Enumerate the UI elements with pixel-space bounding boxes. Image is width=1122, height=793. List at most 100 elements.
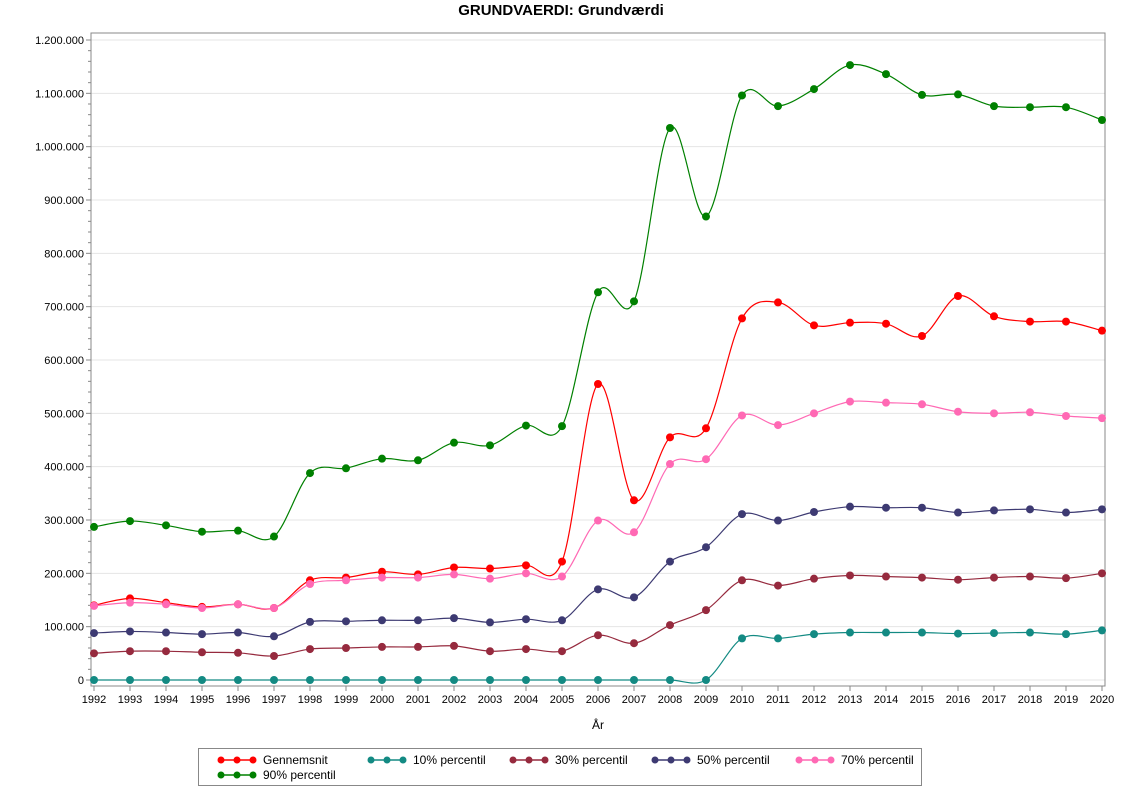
y-tick-label: 900.000: [44, 195, 84, 207]
data-point: [738, 314, 746, 323]
data-point: [1062, 317, 1070, 326]
legend-marker: [651, 756, 691, 764]
data-point: [558, 572, 566, 581]
legend-label: 30% percentil: [555, 753, 628, 767]
data-point: [990, 629, 998, 638]
series-line-4: [93, 400, 1103, 610]
data-point: [1062, 574, 1070, 583]
data-point: [630, 639, 638, 648]
data-point: [990, 506, 998, 515]
data-point: [990, 312, 998, 321]
data-point: [306, 617, 314, 626]
data-point: [810, 85, 818, 94]
data-point: [1062, 412, 1070, 420]
legend-label: 50% percentil: [697, 753, 770, 767]
series-line-3: [93, 505, 1103, 638]
y-tick-label: 0: [78, 675, 84, 687]
series-line-0: [93, 295, 1103, 610]
data-point: [918, 628, 926, 637]
data-point: [126, 627, 134, 636]
data-point: [522, 569, 530, 578]
x-tick-label: 2005: [550, 694, 574, 706]
y-tick-label: 800.000: [44, 248, 84, 260]
data-point: [1062, 103, 1070, 112]
data-point: [234, 600, 242, 609]
data-point: [1026, 103, 1034, 112]
legend-item: Gennemsnit: [217, 753, 328, 767]
data-point: [234, 676, 242, 684]
data-point: [666, 676, 674, 684]
data-point: [990, 409, 998, 418]
data-point: [594, 585, 602, 594]
legend-item: 90% percentil: [217, 768, 336, 782]
legend-item: 70% percentil: [795, 753, 914, 767]
data-point: [1026, 505, 1034, 514]
data-point: [954, 90, 962, 99]
data-point: [810, 630, 818, 639]
x-tick-label: 1998: [298, 694, 322, 706]
x-tick-label: 2014: [874, 694, 898, 706]
data-point: [450, 563, 458, 572]
legend-marker: [367, 756, 407, 764]
data-point: [1098, 414, 1106, 423]
data-point: [738, 91, 746, 100]
data-point: [450, 641, 458, 650]
data-point: [90, 676, 98, 684]
data-point: [954, 292, 962, 300]
x-tick-label: 1999: [334, 694, 358, 706]
data-point: [594, 516, 602, 525]
data-point: [522, 676, 530, 684]
data-point: [162, 521, 170, 530]
data-point: [630, 528, 638, 537]
data-point: [702, 543, 710, 552]
data-point: [126, 647, 134, 656]
data-point: [1026, 408, 1034, 417]
data-point: [702, 455, 710, 464]
data-point: [486, 441, 494, 450]
data-point: [846, 571, 854, 580]
data-point: [702, 424, 710, 433]
data-point: [666, 124, 674, 132]
data-point: [378, 642, 386, 651]
data-point: [918, 573, 926, 582]
data-point: [1098, 326, 1106, 335]
x-tick-label: 2011: [766, 694, 790, 706]
data-point: [738, 634, 746, 643]
x-tick-label: 2009: [694, 694, 718, 706]
x-tick-label: 1994: [154, 694, 178, 706]
data-point: [198, 604, 206, 612]
data-point: [702, 212, 710, 221]
data-point: [558, 422, 566, 431]
legend-item: 30% percentil: [509, 753, 628, 767]
data-point: [846, 502, 854, 511]
y-tick-label: 1.100.000: [35, 88, 84, 100]
data-point: [234, 648, 242, 657]
data-point: [378, 616, 386, 625]
x-tick-label: 2012: [802, 694, 826, 706]
data-point: [954, 629, 962, 638]
x-tick-label: 2010: [730, 694, 754, 706]
data-point: [774, 516, 782, 525]
data-point: [378, 676, 386, 684]
data-point: [558, 647, 566, 656]
data-point: [198, 676, 206, 684]
data-point: [522, 561, 530, 570]
x-tick-label: 2008: [658, 694, 682, 706]
data-point: [270, 676, 278, 684]
data-point: [522, 645, 530, 654]
data-point: [126, 517, 134, 526]
data-point: [414, 573, 422, 582]
data-point: [450, 614, 458, 623]
data-point: [774, 421, 782, 430]
data-point: [738, 576, 746, 585]
data-point: [738, 510, 746, 519]
y-tick-label: 300.000: [44, 515, 84, 527]
x-tick-label: 2002: [442, 694, 466, 706]
y-tick-label: 1.200.000: [35, 35, 84, 47]
legend-marker: [509, 756, 549, 764]
data-point: [414, 616, 422, 625]
legend-item: 50% percentil: [651, 753, 770, 767]
data-point: [270, 652, 278, 660]
data-point: [558, 616, 566, 625]
